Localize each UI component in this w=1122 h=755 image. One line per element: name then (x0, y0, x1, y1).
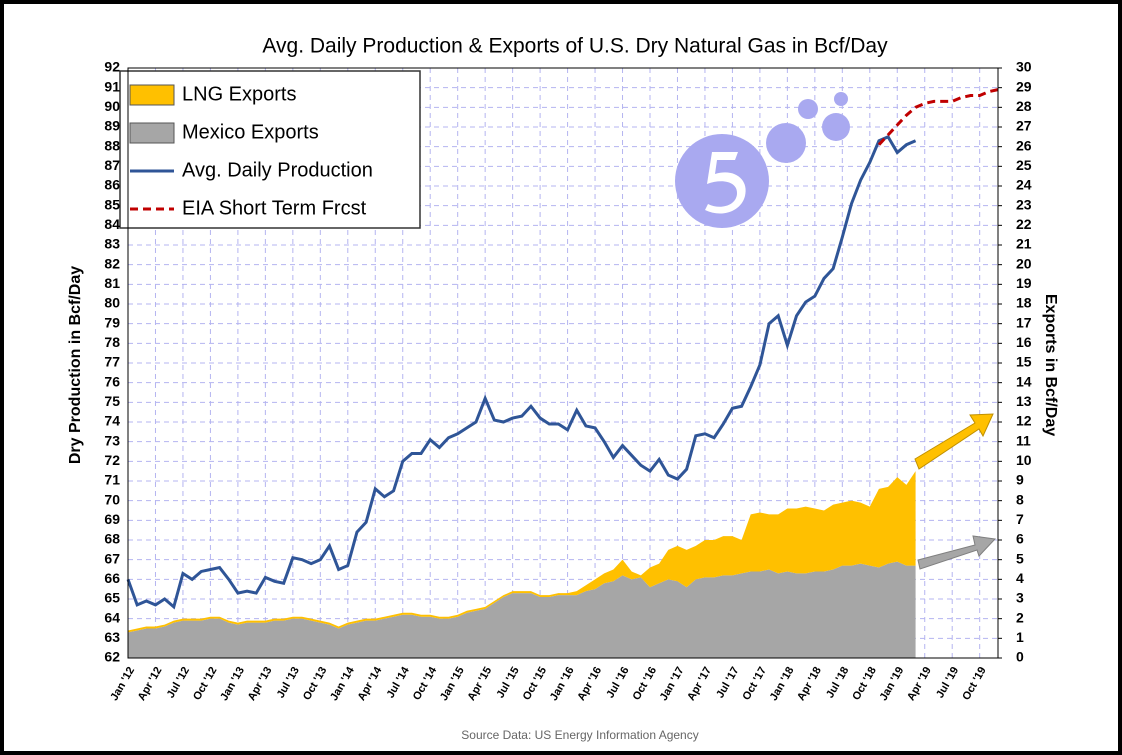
y-tick-label: 78 (104, 334, 120, 350)
y2-tick-label: 20 (1016, 255, 1032, 271)
logo-bubble (766, 123, 806, 163)
y-tick-label: 87 (104, 157, 120, 173)
plot-area (126, 88, 999, 658)
y2-tick-label: 16 (1016, 334, 1032, 350)
y2-tick-label: 28 (1016, 98, 1032, 114)
y-tick-label: 91 (104, 78, 120, 94)
legend: LNG Exports Mexico Exports Avg. Daily Prod… (119, 70, 421, 229)
legend-swatch (129, 84, 175, 106)
y-tick-label: 74 (104, 413, 120, 429)
y-tick-label: 80 (104, 295, 120, 311)
y2-tick-label: 12 (1016, 413, 1032, 429)
legend-swatch (129, 122, 175, 144)
y2-tick-label: 10 (1016, 452, 1032, 468)
y-tick-label: 69 (104, 511, 120, 527)
y-axis-label: Dry Production in Bcf/Day (67, 266, 84, 464)
y2-tick-label: 13 (1016, 393, 1032, 409)
y2-tick-label: 24 (1016, 177, 1032, 193)
y2-tick-label: 7 (1016, 511, 1024, 527)
y-tick-label: 90 (104, 98, 120, 114)
plot-border (127, 67, 999, 659)
legend-label: Mexico Exports (182, 121, 319, 143)
y2-tick-label: 18 (1016, 295, 1032, 311)
y2-tick-label: 4 (1016, 570, 1024, 586)
y-tick-label: 89 (104, 118, 120, 134)
trend-arrow (914, 413, 994, 470)
y-tick-label: 67 (104, 550, 120, 566)
y2-tick-label: 21 (1016, 236, 1032, 252)
y-tick-label: 77 (104, 354, 120, 370)
y2-tick-label: 14 (1016, 373, 1032, 389)
y2-tick-label: 17 (1016, 314, 1032, 330)
y-tick-label: 79 (104, 314, 120, 330)
legend-label: EIA Short Term Frcst (182, 197, 367, 219)
y-tick-label: 62 (104, 649, 120, 665)
logo-glyph (705, 152, 746, 214)
line-series (877, 88, 999, 146)
chart-title: Avg. Daily Production & Exports of U.S. … (262, 35, 888, 58)
y-tick-label: 85 (104, 196, 120, 212)
y2-axis-label: Exports in Bcf/Day (1042, 294, 1059, 436)
y2-tick-label: 6 (1016, 531, 1024, 547)
y2-tick-label: 5 (1016, 550, 1024, 566)
y-tick-label: 75 (104, 393, 120, 409)
y2-tick-label: 9 (1016, 472, 1024, 488)
y2-tick-label: 0 (1016, 649, 1024, 665)
y-tick-label: 63 (104, 629, 120, 645)
y-tick-label: 92 (104, 59, 120, 75)
y-tick-label: 88 (104, 137, 120, 153)
y-tick-label: 71 (104, 472, 120, 488)
y-tick-label: 70 (104, 491, 120, 507)
y-tick-label: 84 (104, 216, 120, 232)
y-tick-label: 73 (104, 432, 120, 448)
legend-label: Avg. Daily Production (182, 159, 373, 181)
y2-tick-label: 27 (1016, 118, 1032, 134)
stacked-area (128, 471, 916, 633)
y2-tick-label: 11 (1016, 432, 1031, 448)
y2-tick-label: 1 (1016, 629, 1024, 645)
y-tick-label: 82 (104, 255, 120, 271)
y2-tick-label: 25 (1016, 157, 1032, 173)
y-tick-label: 86 (104, 177, 120, 193)
y-tick-label: 72 (104, 452, 120, 468)
y2-tick-label: 3 (1016, 590, 1024, 606)
y2-tick-label: 2 (1016, 609, 1024, 625)
y-tick-label: 81 (104, 275, 120, 291)
y2-tick-label: 23 (1016, 196, 1032, 212)
logo (675, 92, 850, 228)
logo-bubble (798, 99, 818, 119)
y2-tick-label: 30 (1016, 59, 1032, 75)
y-tick-label: 68 (104, 531, 120, 547)
y-tick-label: 66 (104, 570, 120, 586)
y-tick-label: 65 (104, 590, 120, 606)
y2-tick-label: 29 (1016, 78, 1032, 94)
source-note: Source Data: US Energy Information Agenc… (461, 728, 698, 742)
logo-bubble (834, 92, 848, 106)
y-tick-label: 83 (104, 236, 120, 252)
line-series (126, 134, 917, 610)
stacked-area (128, 561, 916, 658)
y-tick-label: 76 (104, 373, 120, 389)
y2-tick-label: 22 (1016, 216, 1032, 232)
logo-bubble (822, 113, 850, 141)
y2-tick-label: 26 (1016, 137, 1032, 153)
y2-tick-label: 19 (1016, 275, 1032, 291)
trend-arrow (917, 535, 997, 570)
y2-tick-label: 8 (1016, 491, 1024, 507)
y2-tick-label: 15 (1016, 354, 1032, 370)
legend-label: LNG Exports (182, 83, 296, 105)
y-tick-label: 64 (104, 609, 120, 625)
